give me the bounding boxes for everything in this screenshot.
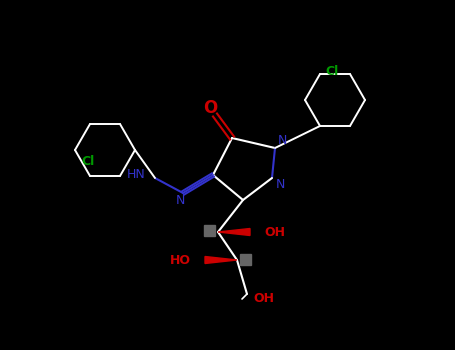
Text: N: N [175,194,185,206]
Text: N: N [275,177,285,190]
Text: N: N [277,134,287,147]
Bar [240,254,251,265]
Polygon shape [205,257,237,264]
Text: Cl: Cl [81,155,95,168]
Text: H: H [204,228,212,238]
Text: Cl: Cl [325,64,338,77]
Text: O: O [203,99,217,117]
Text: H: H [241,256,249,266]
Text: HO: HO [170,253,191,266]
Text: HN: HN [126,168,145,182]
Text: OH: OH [264,225,285,238]
Bar [204,225,215,236]
Polygon shape [218,229,250,236]
Text: OH: OH [253,292,274,304]
